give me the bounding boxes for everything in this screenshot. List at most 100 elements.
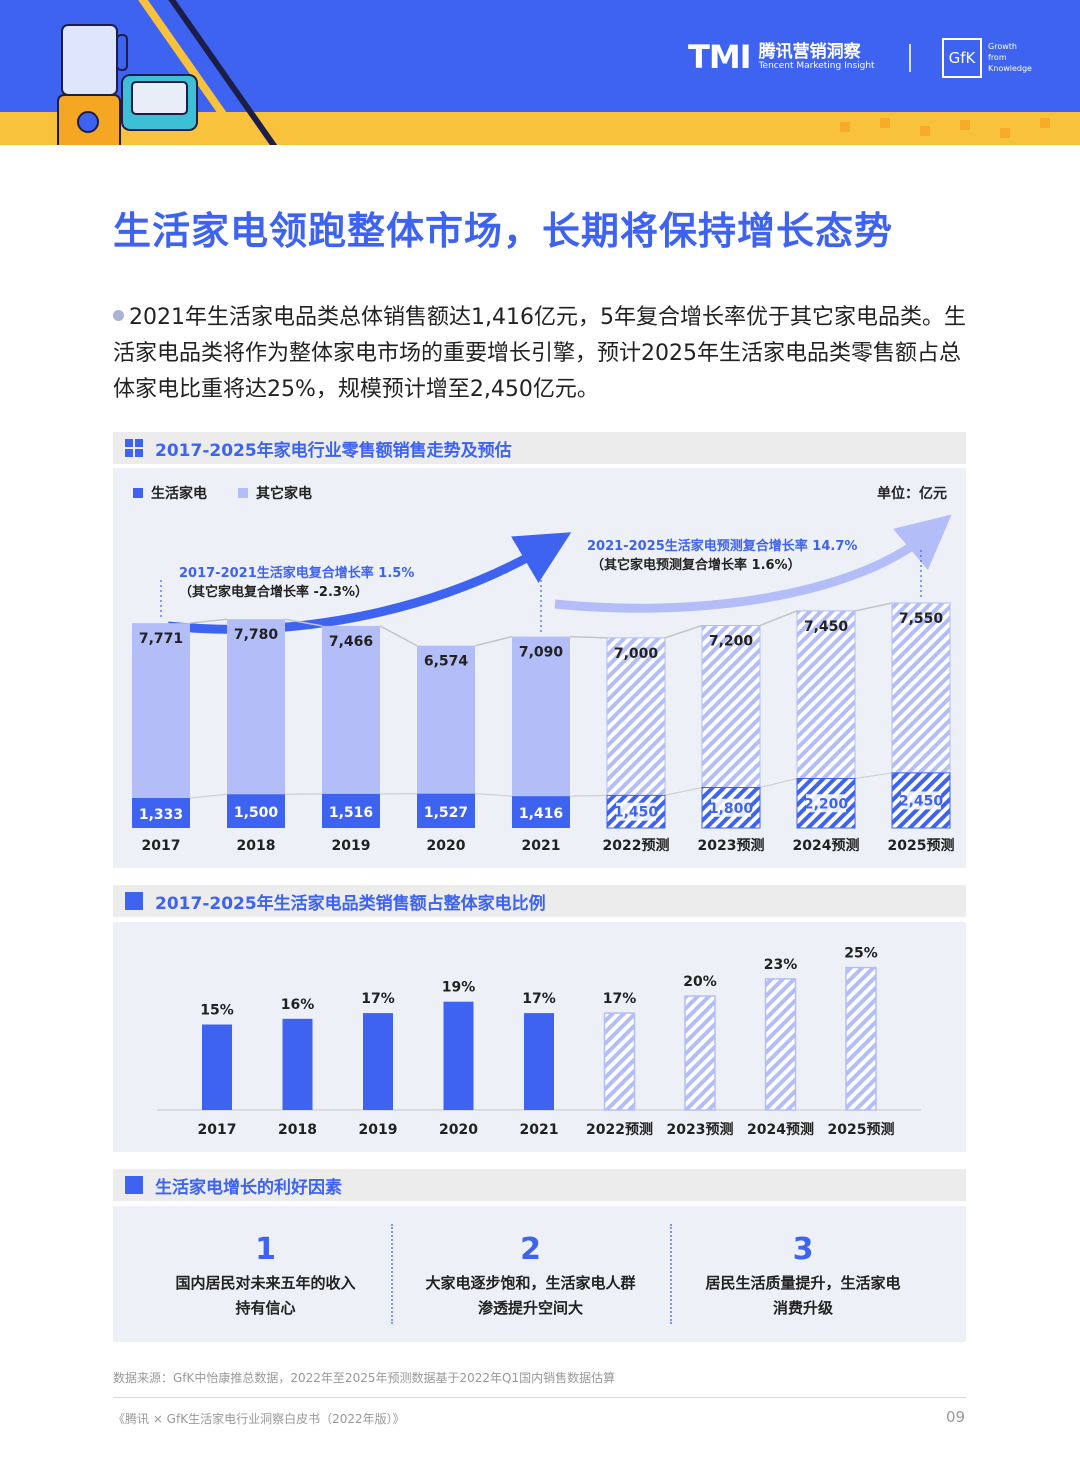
legend-label: 生活家电 — [151, 485, 207, 502]
value-label-life: 1,800 — [709, 801, 754, 817]
legend-swatch-other — [238, 488, 248, 498]
bullet-icon — [113, 310, 124, 321]
value-label-other: 7,090 — [519, 645, 564, 661]
factor-divider — [670, 1224, 672, 1324]
share-value-label: 17% — [522, 991, 556, 1007]
category-label: 2025预测 — [828, 1121, 895, 1138]
value-label-life: 2,200 — [804, 796, 849, 812]
intro-paragraph: 2021年生活家电品类总体销售额达1,416亿元，5年复合增长率优于其它家电品类… — [113, 300, 973, 408]
share-value-label: 17% — [603, 991, 637, 1007]
share-value-label: 19% — [442, 980, 476, 996]
factor-item: 1 国内居民对未来五年的收入 持有信心 — [143, 1232, 388, 1321]
section-header-share: 2017-2025年生活家电品类销售额占整体家电比例 — [113, 885, 966, 917]
trend-connector — [284, 618, 323, 627]
header-banner: TMI 腾讯营销洞察 Tencent Marketing Insight GfK… — [0, 0, 1080, 145]
share-bar — [684, 995, 716, 1111]
logo-divider — [909, 44, 911, 72]
share-bar — [363, 1013, 393, 1110]
data-source-note: 数据来源：GfK中怡康推总数据，2022年至2025年预测数据基于2022年Q1… — [113, 1371, 616, 1385]
category-label: 2023预测 — [667, 1121, 734, 1138]
annotation-cagr-1: 2017-2021生活家电复合增长率 1.5% — [179, 565, 414, 581]
bar-life-appliances — [227, 794, 285, 828]
label-backdrop — [901, 791, 941, 810]
trend-connector — [569, 635, 608, 639]
brand-en: Tencent Marketing Insight — [758, 60, 875, 71]
factor-text: 居民生活质量提升，生活家电 消费升级 — [683, 1271, 923, 1321]
share-bar — [603, 1012, 636, 1111]
trend-connector — [474, 635, 513, 647]
value-label-other: 7,000 — [614, 646, 659, 662]
legend-label: 其它家电 — [256, 485, 312, 502]
category-label: 2017 — [142, 838, 181, 854]
pixel-decoration — [960, 120, 970, 130]
value-label-other: 7,771 — [139, 631, 183, 647]
tmi-logo: TMI 腾讯营销洞察 Tencent Marketing Insight — [688, 38, 875, 76]
brand-cn: 腾讯营销洞察 — [758, 41, 861, 62]
category-label: 2025预测 — [888, 837, 955, 854]
bar-life-appliances — [512, 796, 570, 828]
bar-life-appliances — [417, 793, 475, 828]
growth-arrow-2017-2021 — [167, 532, 572, 634]
label-backdrop — [806, 794, 846, 813]
annotation-cagr-1-sub: （其它家电复合增长率 -2.3%） — [179, 584, 368, 600]
factor-line: 持有信心 — [235, 1299, 296, 1317]
value-label-life: 1,527 — [424, 805, 468, 821]
intro-text: 2021年生活家电品类总体销售额达1,416亿元，5年复合增长率优于其它家电品类… — [113, 305, 966, 402]
section-title: 生活家电增长的利好因素 — [155, 1177, 342, 1198]
share-bar — [524, 1013, 554, 1110]
value-label-other: 6,574 — [424, 654, 469, 670]
factor-item: 3 居民生活质量提升，生活家电 消费升级 — [683, 1232, 923, 1321]
category-label: 2019 — [332, 838, 371, 854]
factor-line: 大家电逐步饱和，生活家电人群 — [425, 1274, 636, 1292]
trend-connector — [189, 793, 228, 799]
annotation-cagr-2: 2021-2025生活家电预测复合增长率 14.7% — [587, 538, 857, 554]
factor-line: 消费升级 — [772, 1299, 833, 1317]
footer-divider — [113, 1397, 966, 1398]
bar-other-appliances — [606, 637, 666, 796]
category-label: 2024预测 — [793, 837, 860, 854]
bar-life-appliances — [322, 793, 380, 828]
category-label: 2019 — [359, 1122, 398, 1138]
bar-other-appliances — [701, 625, 761, 788]
value-label-life: 1,450 — [614, 805, 659, 821]
value-label-life: 1,333 — [139, 807, 183, 823]
gfk-tagline: Growth from Knowledge — [988, 41, 1032, 74]
unit-label: 单位：亿元 — [877, 485, 947, 502]
value-label-life: 1,500 — [234, 805, 279, 821]
factor-line: 渗透提升空间大 — [477, 1299, 583, 1317]
bar-other-appliances — [512, 636, 570, 797]
label-backdrop — [616, 802, 656, 821]
factor-number: 3 — [792, 1232, 814, 1267]
annotation-cagr-2-sub: （其它家电预测复合增长率 1.6%） — [591, 557, 801, 573]
bar-other-appliances — [891, 602, 951, 774]
section-header-factors: 生活家电增长的利好因素 — [113, 1169, 966, 1201]
page-number: 09 — [946, 1408, 966, 1426]
label-backdrop — [711, 798, 751, 817]
section-header-sales-trend: 2017-2025年家电行业零售额销售走势及预估 — [113, 432, 966, 464]
trend-connector — [569, 794, 608, 797]
pixel-decoration — [920, 126, 930, 136]
appliance-illustration — [57, 24, 198, 145]
category-label: 2022预测 — [586, 1121, 653, 1138]
pixel-decoration — [1000, 128, 1010, 138]
value-label-other: 7,550 — [899, 611, 944, 627]
share-value-label: 15% — [200, 1003, 234, 1019]
share-bar — [202, 1024, 232, 1110]
value-label-other: 7,466 — [329, 634, 373, 650]
share-value-label: 23% — [764, 957, 798, 973]
trend-connector — [759, 610, 798, 627]
trend-connector — [664, 786, 703, 796]
factor-number: 2 — [520, 1232, 541, 1267]
trend-connector — [854, 602, 893, 612]
factor-text: 国内居民对未来五年的收入 持有信心 — [143, 1271, 388, 1321]
pixel-decoration — [1040, 118, 1050, 128]
share-bar — [443, 1001, 474, 1110]
section-title: 2017-2025年生活家电品类销售额占整体家电比例 — [155, 893, 546, 914]
legend-swatch-life — [133, 488, 143, 498]
category-label: 2020 — [439, 1122, 478, 1138]
gfk-tagline-line: Knowledge — [988, 64, 1032, 73]
section-title: 2017-2025年家电行业零售额销售走势及预估 — [155, 440, 512, 461]
category-label: 2023预测 — [698, 837, 765, 854]
square-icon — [125, 892, 143, 910]
share-value-label: 17% — [361, 991, 395, 1007]
